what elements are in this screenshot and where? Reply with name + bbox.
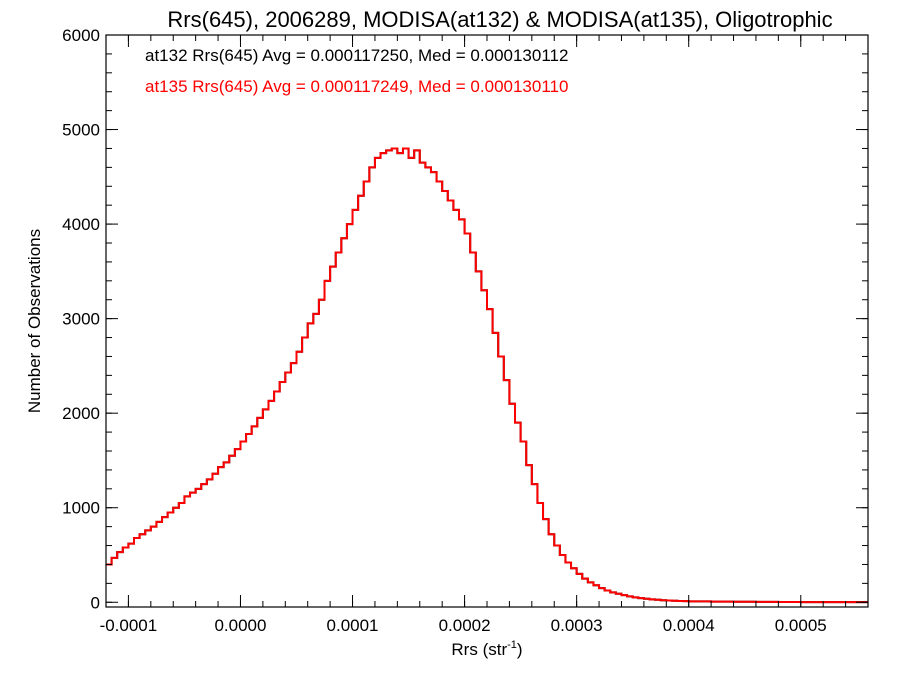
x-axis-label-superscript: -1 — [507, 639, 517, 651]
y-tick-label: 0 — [91, 593, 100, 612]
y-tick-label: 2000 — [62, 404, 100, 423]
y-axis: 0 1000 2000 3000 4000 5000 6000 — [62, 26, 868, 612]
y-tick-label: 3000 — [62, 310, 100, 329]
x-tick-label: 0.0002 — [439, 616, 491, 635]
y-tick-label: 1000 — [62, 499, 100, 518]
x-tick-label: 0.0005 — [775, 616, 827, 635]
y-tick-label: 5000 — [62, 121, 100, 140]
y-axis-label: Number of Observations — [25, 229, 44, 413]
legend-entry-at132: at132 Rrs(645) Avg = 0.000117250, Med = … — [145, 46, 568, 65]
y-tick-label: 4000 — [62, 215, 100, 234]
x-axis-label: Rrs (str-1) — [451, 639, 522, 659]
x-axis-label-end: ) — [517, 640, 523, 659]
x-axis-label-main: Rrs (str — [451, 640, 507, 659]
x-tick-label: 0.0000 — [214, 616, 266, 635]
x-tick-label: 0.0004 — [663, 616, 715, 635]
x-tick-label: -0.0001 — [100, 616, 158, 635]
series-line-1 — [106, 147, 868, 604]
legend-entry-at135: at135 Rrs(645) Avg = 0.000117249, Med = … — [145, 77, 568, 96]
chart-title: Rrs(645), 2006289, MODISA(at132) & MODIS… — [167, 7, 832, 32]
series-line-0 — [106, 147, 868, 604]
plot-area — [106, 147, 868, 604]
x-tick-label: 0.0003 — [551, 616, 603, 635]
plot-frame — [105, 34, 869, 608]
x-tick-label: 0.0001 — [327, 616, 379, 635]
x-axis: -0.0001 0.0000 0.0001 0.0002 0.0003 0.0004 0.0… — [100, 35, 847, 635]
y-tick-label: 6000 — [62, 26, 100, 45]
legend: at132 Rrs(645) Avg = 0.000117250, Med = … — [145, 46, 568, 96]
